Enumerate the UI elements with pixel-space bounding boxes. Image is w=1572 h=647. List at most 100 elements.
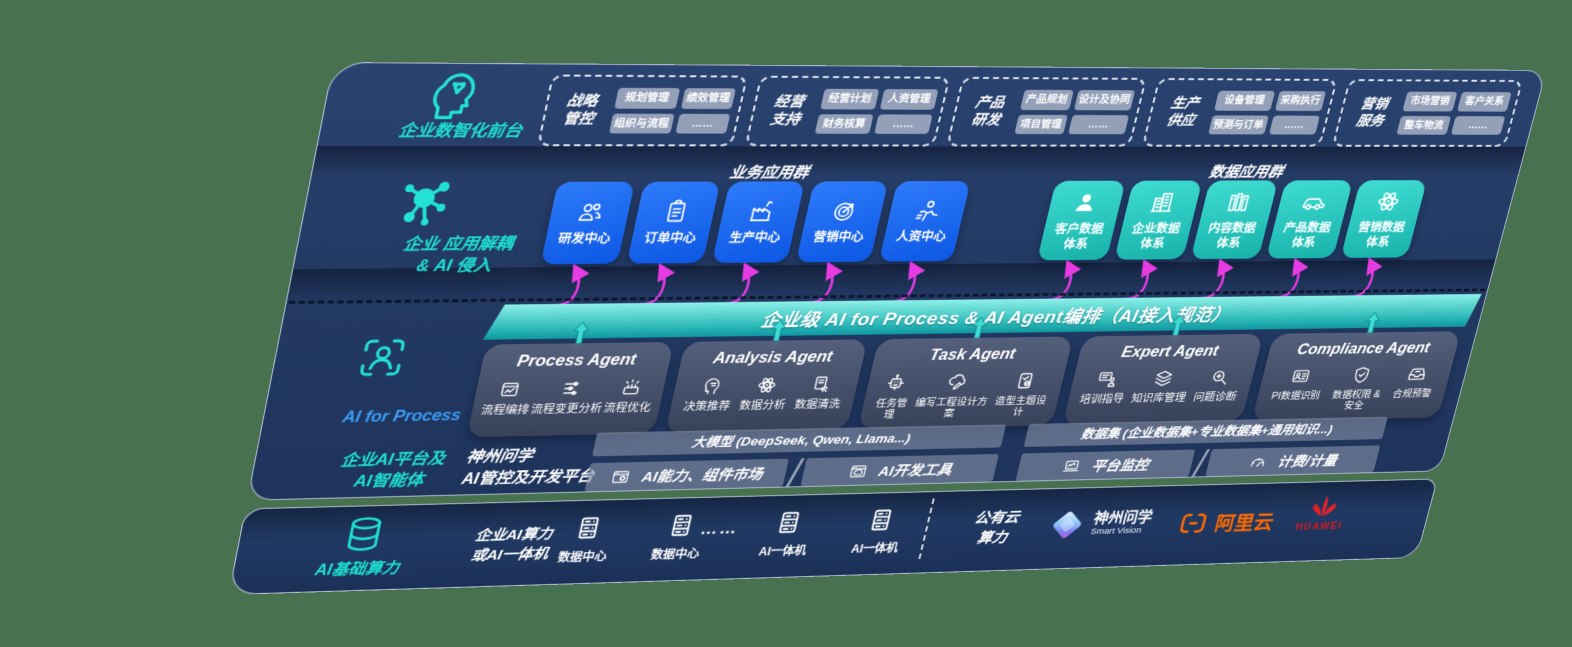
agent-item: 造型主题设计: [987, 370, 1058, 419]
agent-item-label: PI数据识别: [1270, 390, 1322, 402]
agent-item: 知识库管理: [1128, 368, 1194, 415]
front-group: 营销 服务 市场营销 客户关系 整车物流……: [1331, 79, 1524, 147]
vendor-smartvision: 神州问学 Smart Vision: [1046, 506, 1155, 541]
agent-item: 决策推荐: [680, 375, 737, 423]
front-group-chips: 规划管理 绩效管理 组织与流程……: [608, 87, 736, 134]
sv-diamond-icon: [1052, 510, 1083, 540]
business-app-card: 订单中心: [626, 181, 721, 264]
data-app-card: 客户数据 体系: [1036, 180, 1126, 261]
front-group-label-line: 管控: [561, 111, 596, 128]
front-chip: 规划管理: [614, 87, 680, 109]
factory-icon: [744, 198, 777, 224]
agent-item-label: 造型主题设计: [993, 395, 1048, 419]
front-group-label: 战略 管控: [550, 92, 610, 128]
band-agent-connectors: [334, 63, 1546, 71]
app-card-label: 生产中心: [727, 230, 782, 245]
front-chip: 市场营销: [1402, 91, 1458, 111]
app-card-label: 营销数据 体系: [1356, 220, 1407, 249]
business-app-card: 人资中心: [878, 181, 971, 262]
front-chip: 财务核算: [814, 113, 874, 134]
decision-head-icon: [698, 375, 725, 396]
server-icon: [864, 506, 900, 534]
front-group-chips: 经营计划 人资管理 财务核算……: [814, 88, 939, 134]
front-group-label-line: 服务: [1354, 113, 1386, 130]
platform-tool-label: AI能力、组件市场: [640, 466, 765, 485]
dataset-platform-group: 数据集 (企业数据集+专业数据集+通用知识...) 平台监控 计费/计量: [1015, 416, 1388, 481]
data-app-card: 内容数据 体系: [1190, 180, 1279, 260]
agent-card: Task Agent 任务管理 编写工程设计方案 造型主题设计: [857, 336, 1074, 430]
business-app-cards: 研发中心 订单中心 生产中心 营销中心 人资中心: [540, 181, 971, 265]
server-icon: [570, 513, 607, 542]
tablet-check-icon: [1013, 370, 1039, 391]
front-group-label: 生产 供应: [1155, 95, 1211, 130]
platform-tool-bar: AI开发工具: [800, 453, 1000, 487]
smartvision-logo-icon: [1046, 508, 1088, 542]
hr-person-icon: [911, 198, 944, 224]
window-gear-icon: [609, 467, 632, 485]
platform-tool-label: 平台监控: [1089, 457, 1151, 475]
app-card-label: 营销中心: [811, 230, 866, 245]
front-group-label: 产品 研发: [959, 94, 1017, 129]
front-chip: 预测与订单: [1208, 114, 1269, 135]
agent-item-label: 合规预警: [1391, 388, 1433, 400]
agent-items: 任务管理 编写工程设计方案 造型主题设计: [867, 370, 1057, 421]
front-chip: 绩效管理: [680, 88, 736, 109]
agent-title: Process Agent: [515, 351, 638, 371]
platform-tool-bar: 平台监控: [1015, 449, 1196, 481]
front-group-label-line: 经营: [772, 94, 806, 111]
flow-edit-icon: [496, 379, 523, 401]
front-group: 生产 供应 设备管理 采购执行 预测与订单……: [1141, 77, 1338, 147]
agent-item: PI数据识别: [1267, 366, 1327, 413]
infra-node-label: 数据中心: [649, 547, 701, 562]
front-chip: 人资管理: [879, 89, 939, 110]
alibaba-cloud-name: 阿里云: [1212, 511, 1276, 535]
doc-clean-icon: [809, 374, 836, 395]
agent-item: 数据权限 & 安全: [1328, 365, 1388, 412]
sliders-icon: [557, 378, 584, 399]
app-decouple-icon: [389, 176, 460, 232]
front-group-label-line: 供应: [1164, 113, 1197, 129]
front-group-label: 经营 支持: [758, 93, 817, 129]
agent-item: 问题诊断: [1189, 367, 1244, 413]
laptop-chart-icon: [1060, 457, 1082, 475]
building-icon: [1146, 189, 1179, 215]
app-card-label: 企业数据 体系: [1130, 221, 1182, 250]
data-app-card: 营销数据 体系: [1340, 180, 1428, 258]
agent-item: 流程变更分析: [527, 377, 608, 426]
agent-item-label: 任务管理: [874, 397, 909, 421]
app-card-label: 研发中心: [556, 231, 612, 246]
agent-item-label: 决策推荐: [682, 400, 732, 414]
front-chip: ……: [1450, 115, 1506, 135]
agent-items: PI数据识别 数据权限 & 安全 合规预警: [1261, 364, 1445, 413]
library-icon: [1222, 189, 1255, 215]
agent-items: 流程编排 流程变更分析 流程优化: [477, 377, 658, 428]
business-apps-title: 业务应用群: [727, 164, 811, 182]
app-card-label: 人资中心: [894, 229, 948, 244]
agent-title: Analysis Agent: [711, 348, 835, 368]
clipboard-icon: [659, 198, 693, 224]
agent-item-label: 问题诊断: [1191, 391, 1238, 404]
platform-tool-bar: AI能力、组件市场: [584, 458, 789, 492]
agent-item-label: 流程优化: [602, 402, 652, 415]
atom-icon: [1372, 188, 1405, 214]
server-icon: [771, 508, 807, 537]
front-group-label: 营销 服务: [1344, 96, 1399, 130]
inbox-tray-icon: [1405, 364, 1430, 384]
agent-items: 培训指导 知识库管理 问题诊断: [1072, 367, 1248, 416]
front-layer-label: 企业数智化前台: [396, 122, 524, 141]
agent-items: 决策推荐 数据分析 数据清洗: [675, 373, 852, 423]
layers-icon: [1151, 368, 1177, 389]
front-chip: ……: [674, 113, 731, 134]
front-chip: 组织与流程: [608, 113, 675, 134]
infra-node-label: AI一体机: [757, 544, 808, 559]
front-chip: 设计及协同: [1073, 90, 1136, 110]
alibaba-cloud-logo-icon: [1176, 509, 1211, 537]
ellipsis-text: ……: [698, 519, 741, 538]
front-chip: 产品规划: [1020, 89, 1074, 110]
data-app-card: 企业数据 体系: [1114, 180, 1203, 260]
app-card-label: 内容数据 体系: [1206, 221, 1258, 250]
front-group-label-line: 战略: [565, 93, 600, 110]
agent-item-label: 知识库管理: [1130, 392, 1187, 405]
agent-item: 合规预警: [1388, 364, 1439, 411]
id-card-icon: [1288, 366, 1313, 386]
